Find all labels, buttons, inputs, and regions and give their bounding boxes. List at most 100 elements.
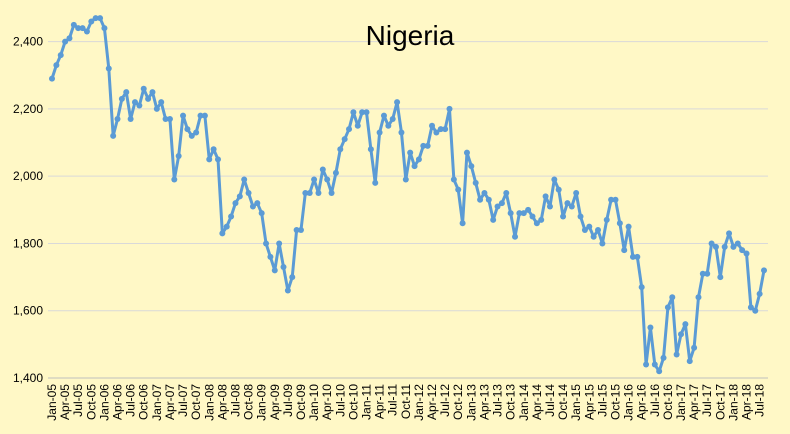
data-point: [394, 99, 401, 106]
x-tick-label: Jan-09: [255, 384, 269, 421]
data-point: [477, 196, 484, 203]
x-tick-label: Jan-16: [622, 384, 636, 421]
x-tick-label: Jan-10: [307, 384, 321, 421]
data-point: [420, 142, 427, 149]
series-points: [49, 15, 767, 375]
data-point: [555, 186, 562, 193]
data-point: [180, 112, 187, 119]
y-tick-label: 2,400: [13, 35, 43, 49]
data-point: [686, 358, 693, 365]
data-point: [79, 25, 86, 32]
data-point: [193, 129, 200, 136]
data-point: [664, 304, 671, 311]
data-point: [70, 21, 77, 28]
data-point: [599, 240, 606, 247]
data-point: [241, 176, 248, 183]
x-tick-label: Jul-16: [648, 384, 662, 417]
x-tick-label: Jan-13: [464, 384, 478, 421]
data-point: [455, 186, 462, 193]
data-point: [564, 200, 571, 207]
x-tick-label: Jan-11: [360, 384, 374, 420]
data-point: [647, 324, 654, 331]
data-point: [538, 216, 545, 223]
x-tick-label: Jul-18: [753, 384, 767, 417]
data-point: [367, 146, 374, 153]
data-point: [747, 304, 754, 311]
x-tick-label: Oct-06: [137, 384, 151, 420]
data-point: [83, 28, 90, 35]
x-tick-label: Jul-13: [491, 384, 505, 417]
data-point: [341, 136, 348, 143]
y-tick-label: 2,200: [13, 102, 43, 116]
data-point: [359, 109, 366, 116]
data-point: [651, 361, 658, 368]
x-tick-label: Oct-08: [242, 384, 256, 420]
data-point: [411, 163, 418, 170]
x-tick-label: Apr-09: [268, 384, 282, 420]
data-point: [542, 193, 549, 200]
data-point: [114, 116, 121, 122]
data-point: [415, 156, 422, 163]
data-point: [459, 220, 466, 227]
data-point: [271, 267, 278, 274]
x-tick-label: Jan-07: [150, 384, 164, 421]
data-point: [577, 213, 584, 220]
data-point: [118, 95, 125, 102]
x-tick-label: Oct-10: [346, 384, 360, 420]
data-point: [245, 190, 252, 196]
data-point: [127, 116, 134, 122]
x-tick-label: Jul-14: [543, 384, 557, 417]
data-point: [603, 216, 610, 223]
data-point: [49, 75, 55, 82]
x-tick-label: Apr-06: [111, 384, 125, 420]
data-point: [350, 109, 357, 116]
data-point: [140, 85, 147, 92]
data-point: [145, 95, 152, 102]
data-point: [201, 112, 208, 119]
data-point: [520, 210, 527, 217]
data-point: [472, 179, 479, 186]
data-point: [560, 213, 567, 220]
x-tick-label: Oct-16: [661, 384, 675, 420]
data-point: [761, 267, 767, 274]
data-point: [184, 126, 191, 133]
data-point: [695, 294, 702, 301]
x-axis-labels: Jan-05 Apr-05 Jul-05 Oct-05 Jan-06 Apr-06 Jul-…: [45, 384, 767, 421]
data-point: [402, 176, 409, 183]
x-tick-label: Oct-17: [713, 384, 727, 420]
data-point: [232, 200, 239, 207]
data-point: [206, 156, 213, 163]
data-point: [219, 230, 226, 237]
x-tick-label: Jul-09: [281, 384, 295, 417]
data-point: [734, 240, 741, 247]
x-tick-label: Apr-11: [373, 384, 387, 419]
data-point: [682, 321, 689, 328]
data-point: [380, 112, 387, 119]
data-point: [324, 176, 331, 183]
data-point: [660, 354, 667, 361]
data-point: [385, 122, 392, 129]
data-point: [315, 190, 322, 196]
x-tick-label: Apr-08: [215, 384, 229, 420]
data-point: [166, 116, 173, 122]
data-point: [525, 206, 532, 213]
data-point: [551, 176, 558, 183]
x-tick-label: Jan-17: [674, 384, 688, 421]
data-point: [372, 179, 379, 186]
x-tick-label: Jul-08: [228, 384, 242, 417]
data-point: [171, 176, 178, 183]
x-tick-label: Jul-11: [386, 384, 400, 416]
data-point: [57, 52, 64, 59]
data-point: [280, 264, 287, 270]
x-tick-label: Jul-07: [176, 384, 190, 417]
data-point: [726, 230, 733, 237]
data-point: [699, 270, 706, 277]
x-tick-label: Jul-12: [438, 384, 452, 417]
x-tick-label: Oct-12: [451, 384, 465, 420]
data-point: [490, 216, 497, 223]
x-tick-label: Oct-09: [294, 384, 308, 420]
data-point: [289, 274, 296, 281]
data-point: [516, 210, 523, 217]
data-point: [337, 146, 344, 153]
data-point: [293, 227, 300, 233]
